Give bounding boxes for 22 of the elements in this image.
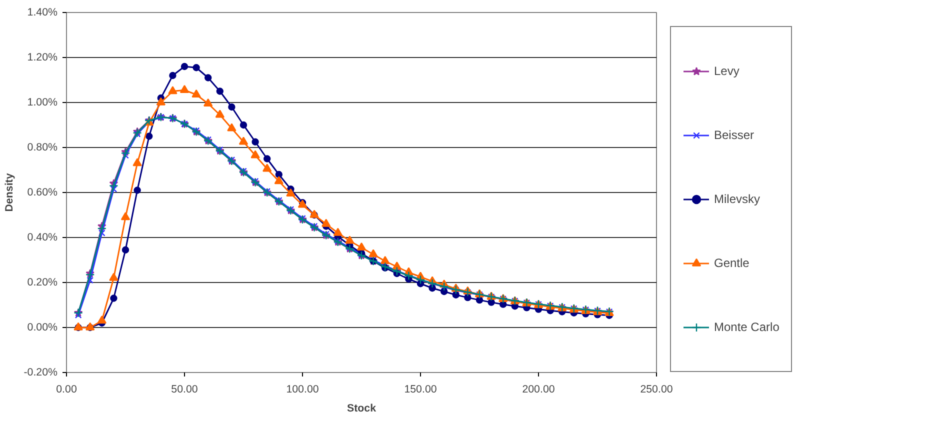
y-tick-label: 0.00% (27, 322, 58, 334)
legend-label: Levy (714, 63, 740, 80)
x-tick-label: 250.00 (640, 384, 673, 396)
y-tick-label: -0.20% (24, 366, 58, 378)
x-tick-label: 200.00 (522, 384, 555, 396)
x-tick-label: 50.00 (171, 384, 198, 396)
y-tick-label: 0.80% (27, 142, 58, 154)
x-tick-label: 100.00 (286, 384, 319, 396)
x-axis-title: Stock (346, 402, 376, 414)
legend-label: Monte Carlo (714, 319, 780, 336)
legend-label: Milevsky (714, 191, 760, 208)
y-axis-title: Density (4, 173, 16, 212)
y-tick-label: 0.40% (27, 232, 58, 244)
y-tick-label: 0.60% (27, 186, 58, 198)
y-tick-label: 1.20% (27, 52, 58, 64)
legend-label: Beisser (714, 127, 754, 144)
x-tick-label: 0.00 (56, 384, 77, 396)
y-tick-label: 1.00% (27, 96, 58, 108)
x-tick-label: 150.00 (404, 384, 437, 396)
y-tick-label: 1.40% (27, 6, 58, 18)
legend-label: Gentle (714, 255, 750, 272)
y-tick-label: 0.20% (27, 276, 58, 288)
